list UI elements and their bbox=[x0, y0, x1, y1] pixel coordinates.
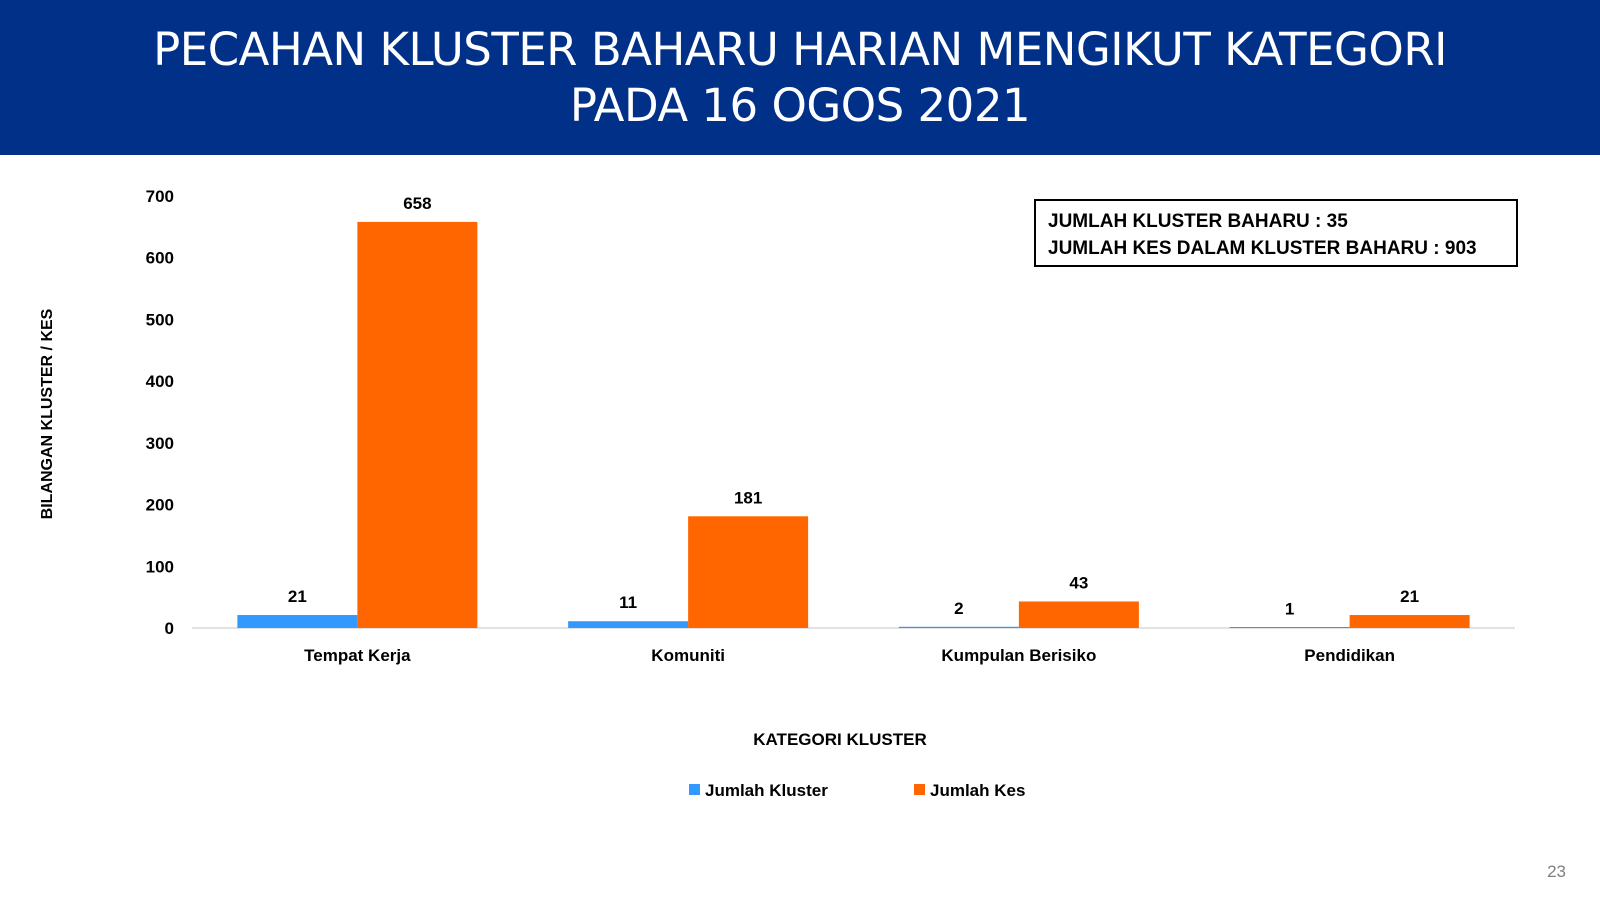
page-title-line2: PADA 16 OGOS 2021 bbox=[569, 78, 1031, 132]
data-label: 21 bbox=[288, 587, 307, 606]
data-label: 181 bbox=[734, 488, 762, 507]
y-tick-label: 500 bbox=[146, 310, 174, 329]
page-number: 23 bbox=[1547, 862, 1566, 881]
legend-swatch bbox=[689, 784, 700, 795]
x-tick-label: Pendidikan bbox=[1304, 646, 1395, 665]
y-tick-label: 100 bbox=[146, 557, 174, 576]
y-tick-label: 600 bbox=[146, 249, 174, 268]
y-axis-title: BILANGAN KLUSTER / KES bbox=[39, 308, 56, 519]
data-label: 658 bbox=[403, 194, 431, 213]
data-label: 1 bbox=[1285, 599, 1294, 618]
x-tick-label: Tempat Kerja bbox=[304, 646, 411, 665]
bar-jumlah-kes bbox=[357, 221, 478, 629]
x-axis-title: KATEGORI KLUSTER bbox=[753, 730, 926, 749]
bar-jumlah-kluster bbox=[898, 626, 1019, 628]
summary-total-cases: JUMLAH KES DALAM KLUSTER BAHARU : 903 bbox=[1048, 238, 1477, 259]
y-tick-label: 400 bbox=[146, 372, 174, 391]
y-tick-label: 300 bbox=[146, 434, 174, 453]
summary-total-clusters: JUMLAH KLUSTER BAHARU : 35 bbox=[1048, 211, 1348, 232]
legend-label: Jumlah Kes bbox=[930, 781, 1025, 800]
y-tick-label: 0 bbox=[165, 619, 174, 638]
y-tick-label: 200 bbox=[146, 496, 174, 515]
bar-jumlah-kes bbox=[688, 516, 809, 628]
page-title-line1: PECAHAN KLUSTER BAHARU HARIAN MENGIKUT K… bbox=[153, 22, 1447, 76]
summary-box: JUMLAH KLUSTER BAHARU : 35 JUMLAH KES DA… bbox=[1034, 199, 1518, 267]
x-tick-label: Komuniti bbox=[651, 646, 725, 665]
data-label: 21 bbox=[1400, 587, 1419, 606]
legend-swatch bbox=[914, 784, 925, 795]
bar-jumlah-kes bbox=[1349, 615, 1470, 628]
x-tick-label: Kumpulan Berisiko bbox=[941, 646, 1096, 665]
bar-jumlah-kluster bbox=[1229, 627, 1350, 628]
title-banner: PECAHAN KLUSTER BAHARU HARIAN MENGIKUT K… bbox=[0, 0, 1600, 155]
y-tick-label: 700 bbox=[146, 187, 174, 206]
data-label: 2 bbox=[954, 599, 963, 618]
bar-jumlah-kluster bbox=[568, 621, 689, 628]
legend-label: Jumlah Kluster bbox=[705, 781, 828, 800]
bar-jumlah-kes bbox=[1018, 601, 1139, 628]
bar-jumlah-kluster bbox=[237, 615, 358, 628]
data-label: 43 bbox=[1069, 573, 1088, 592]
data-label: 11 bbox=[619, 593, 637, 612]
